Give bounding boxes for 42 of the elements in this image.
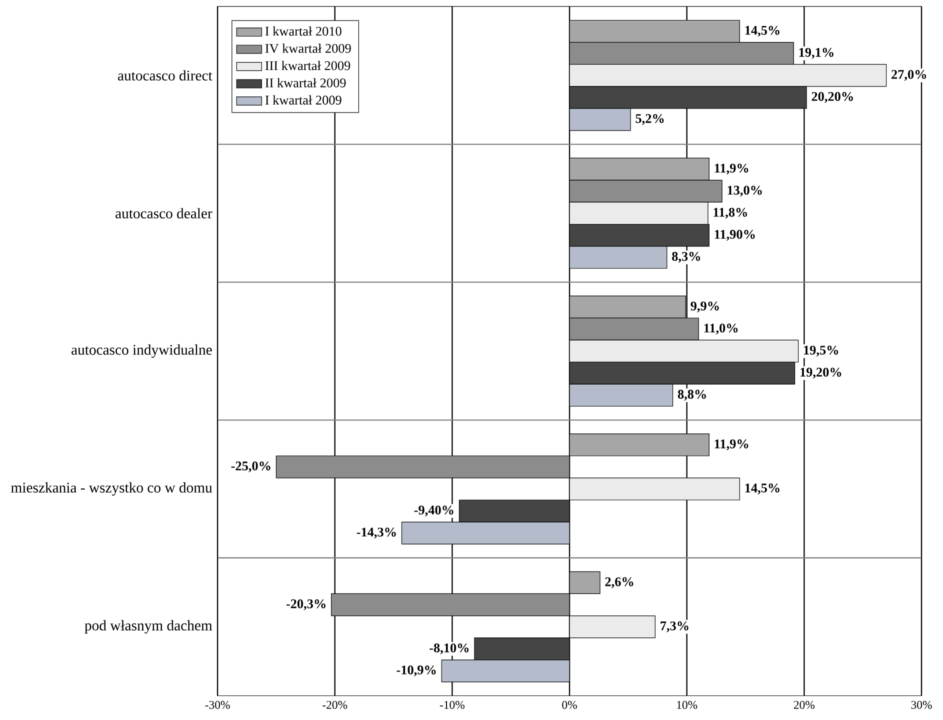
data-label: 11,9% (714, 440, 748, 450)
data-label: 2,6% (605, 577, 634, 588)
data-label: -8,10% (430, 644, 469, 654)
data-label: 11,90% (714, 230, 755, 241)
y-tick-label: autocasco direct (118, 70, 212, 81)
data-label: 14,5% (745, 484, 780, 495)
y-tick-label: autocasco dealer (116, 208, 212, 219)
data-label: 11,0% (704, 324, 738, 335)
data-label: -10,9% (396, 666, 436, 677)
x-tick-label: 10% (677, 701, 698, 710)
data-label: 5,2% (636, 114, 664, 126)
data-label: 11,9% (714, 164, 748, 175)
data-label: 14,5% (745, 26, 780, 37)
legend-label: I kwartał 2009 (265, 95, 342, 105)
y-tick-label: pod własnym dachem (84, 620, 212, 634)
x-tick-label: -10% (440, 701, 464, 710)
legend-label: II kwartał 2009 (265, 78, 346, 88)
data-label: 8,8% (678, 390, 706, 401)
x-tick-label: 20% (794, 701, 815, 710)
data-label: 19,20% (800, 368, 842, 379)
data-label: 20,20% (812, 92, 853, 104)
data-label: 7,3% (660, 622, 688, 632)
legend-label: IV kwartał 2009 (265, 44, 351, 54)
y-tick-label: autocasco indywidualne (72, 344, 212, 358)
data-label: 27,0% (892, 70, 926, 81)
x-tick-label: 0% (562, 701, 577, 710)
data-label: -9,40% (414, 506, 454, 517)
data-label: 8,3% (672, 252, 700, 263)
x-tick-label: 30% (911, 701, 932, 710)
data-label: 19,1% (799, 48, 834, 59)
data-label: -14,3% (356, 528, 396, 539)
y-tick-label: mieszkania - wszystko co w domu (11, 482, 212, 496)
x-tick-label: -30% (205, 701, 230, 710)
data-label: 13,0% (728, 186, 762, 197)
data-label: 11,8% (714, 208, 747, 219)
data-label: -25,0% (231, 462, 270, 472)
x-tick-label: -20% (322, 701, 348, 710)
legend-label: III kwartał 2009 (265, 61, 350, 70)
legend-label: I kwartał 2010 (265, 26, 342, 36)
data-label: 9,9% (690, 302, 719, 313)
data-label: 19,5% (804, 346, 838, 357)
data-label: -20,3% (286, 600, 326, 610)
